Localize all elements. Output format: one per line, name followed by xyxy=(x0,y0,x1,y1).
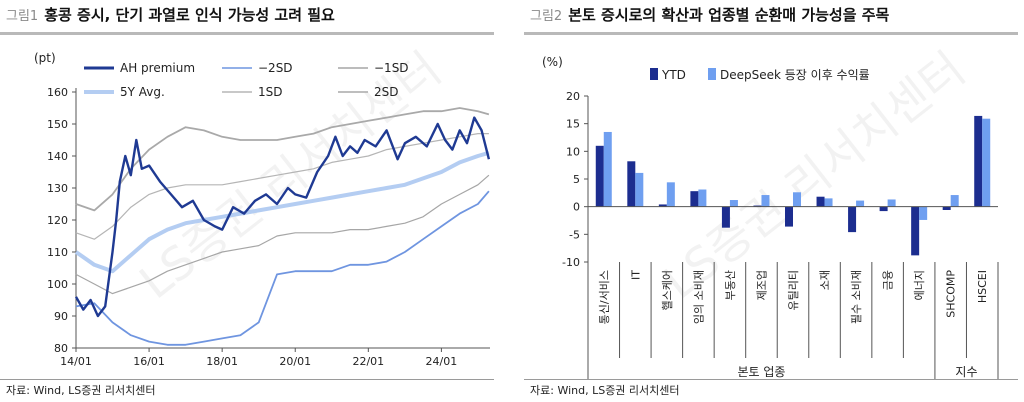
legend-label-deepseek: DeepSeek 등장 이후 수익률 xyxy=(720,68,870,82)
bar-deepseek xyxy=(856,200,865,207)
bar-ytd xyxy=(816,196,825,207)
left-x-tick-label: 22/01 xyxy=(352,355,384,368)
category-label: 에너지 xyxy=(913,270,926,300)
left-title-rule xyxy=(0,32,494,35)
left-y-tick-label: 150 xyxy=(47,118,68,131)
bar-deepseek xyxy=(982,118,991,207)
left-figure-title: 홍콩 증시, 단기 과열로 인식 가능성 고려 필요 xyxy=(44,6,335,24)
category-label: 임의 소비재 xyxy=(692,270,705,324)
bar-deepseek xyxy=(635,172,644,207)
right-y-tick-label: 5 xyxy=(573,173,580,186)
left-source-note: 자료: Wind, LS증권 리서치센터 xyxy=(6,384,156,397)
category-label: HSCEI xyxy=(976,270,989,303)
category-group-label: 지수 xyxy=(955,365,977,379)
bar-ytd xyxy=(753,205,762,207)
right-title-row: 그림2 본토 증시로의 확산과 업종별 순환매 가능성을 주목 xyxy=(530,4,889,30)
left-y-tick-label: 90 xyxy=(54,310,68,323)
bar-deepseek xyxy=(887,199,896,207)
legend-swatch-deepseek xyxy=(708,68,716,80)
right-figure: 그림2 본토 증시로의 확산과 업종별 순환매 가능성을 주목 LS증권 리서치센… xyxy=(524,0,1024,402)
left-y-tick-label: 100 xyxy=(47,278,68,291)
left-x-tick-label: 18/01 xyxy=(206,355,238,368)
category-label: 금융 xyxy=(882,270,895,290)
series-line-avg xyxy=(74,150,490,274)
right-source-note: 자료: Wind, LS증권 리서치센터 xyxy=(530,384,680,397)
series-line-minus2sd xyxy=(75,190,490,346)
bar-ytd xyxy=(879,206,888,212)
bar-deepseek xyxy=(919,206,928,220)
category-label: 유틸리티 xyxy=(787,270,800,310)
left-x-tick-label: 14/01 xyxy=(60,355,92,368)
left-watermark: LS증권 리서치센터 xyxy=(129,42,450,310)
bar-ytd xyxy=(690,191,699,207)
legend-label-plus2sd: 2SD xyxy=(374,85,399,99)
category-label: 제조업 xyxy=(755,270,768,300)
ah-premium-line-chart: LS증권 리서치센터 (pt) 80 90 100 110 120 130 140 150 160 1… xyxy=(34,42,491,368)
bar-deepseek xyxy=(950,195,959,207)
series-line-plus1sd xyxy=(75,132,489,240)
left-x-tick-label: 24/01 xyxy=(426,355,458,368)
legend-label-plus1sd: 1SD xyxy=(258,85,283,99)
legend-label-ah: AH premium xyxy=(120,61,195,75)
legend-label-avg: 5Y Avg. xyxy=(120,85,165,99)
left-y-tick-label: 120 xyxy=(47,214,68,227)
left-figure: 그림1 홍콩 증시, 단기 과열로 인식 가능성 고려 필요 LS증권 리서치센터… xyxy=(0,0,500,402)
bar-ytd xyxy=(974,115,983,207)
left-y-tick-label: 130 xyxy=(47,182,68,195)
legend-swatch-ytd xyxy=(650,68,658,80)
category-label: 부동산 xyxy=(724,270,737,300)
left-title-row: 그림1 홍콩 증시, 단기 과열로 인식 가능성 고려 필요 xyxy=(6,4,335,30)
left-y-tick-label: 80 xyxy=(54,342,68,355)
right-title-rule xyxy=(524,32,1018,35)
right-bottom-rule xyxy=(524,379,1018,380)
left-bottom-rule xyxy=(0,379,494,380)
bar-ytd xyxy=(595,145,604,207)
left-x-tick-label: 20/01 xyxy=(279,355,311,368)
left-y-axis-label: (pt) xyxy=(34,51,56,65)
category-group-label: 본토 업종 xyxy=(737,365,785,379)
legend-label-ytd: YTD xyxy=(661,68,686,82)
right-y-tick-label: 0 xyxy=(573,201,580,214)
category-label: 필수 소비재 xyxy=(850,270,863,324)
legend-label-minus2sd: −2SD xyxy=(258,61,293,75)
bar-ytd xyxy=(848,206,857,233)
bar-deepseek xyxy=(761,195,770,207)
left-y-tick-label: 160 xyxy=(47,86,68,99)
bar-ytd xyxy=(785,206,793,227)
left-figure-number: 그림1 xyxy=(6,9,39,24)
legend-label-minus1sd: −1SD xyxy=(374,61,409,75)
series-line-ah xyxy=(74,116,491,318)
series-line-minus1sd xyxy=(75,174,490,295)
right-y-axis-label: (%) xyxy=(542,55,563,69)
right-y-tick-label: 10 xyxy=(566,145,580,158)
right-figure-title: 본토 증시로의 확산과 업종별 순환매 가능성을 주목 xyxy=(568,6,890,24)
right-y-tick-label: 15 xyxy=(566,118,580,131)
bar-deepseek xyxy=(824,198,833,207)
bar-ytd xyxy=(658,204,667,207)
left-y-tick-label: 110 xyxy=(47,246,68,259)
right-y-tick-label: -10 xyxy=(562,256,580,269)
bar-ytd xyxy=(627,161,636,207)
right-y-tick-label: -5 xyxy=(569,228,580,241)
bar-ytd xyxy=(942,206,951,210)
bar-deepseek xyxy=(698,189,707,207)
category-label: 통신/서비스 xyxy=(598,270,611,324)
category-label: 헬스케어 xyxy=(661,270,674,310)
category-label: IT xyxy=(629,270,642,280)
bar-deepseek xyxy=(793,192,801,207)
series-line-plus2sd xyxy=(75,107,490,212)
bar-deepseek xyxy=(603,131,612,207)
bar-ytd xyxy=(721,206,730,228)
left-y-tick-label: 140 xyxy=(47,150,68,163)
bar-deepseek xyxy=(666,182,675,207)
bar-ytd xyxy=(911,206,920,256)
right-y-tick-label: 20 xyxy=(566,90,580,103)
right-figure-number: 그림2 xyxy=(530,9,563,24)
bar-deepseek xyxy=(729,200,738,207)
category-label: SHCOMP xyxy=(945,270,958,318)
category-label: 소재 xyxy=(819,270,832,290)
left-x-tick-label: 16/01 xyxy=(133,355,165,368)
